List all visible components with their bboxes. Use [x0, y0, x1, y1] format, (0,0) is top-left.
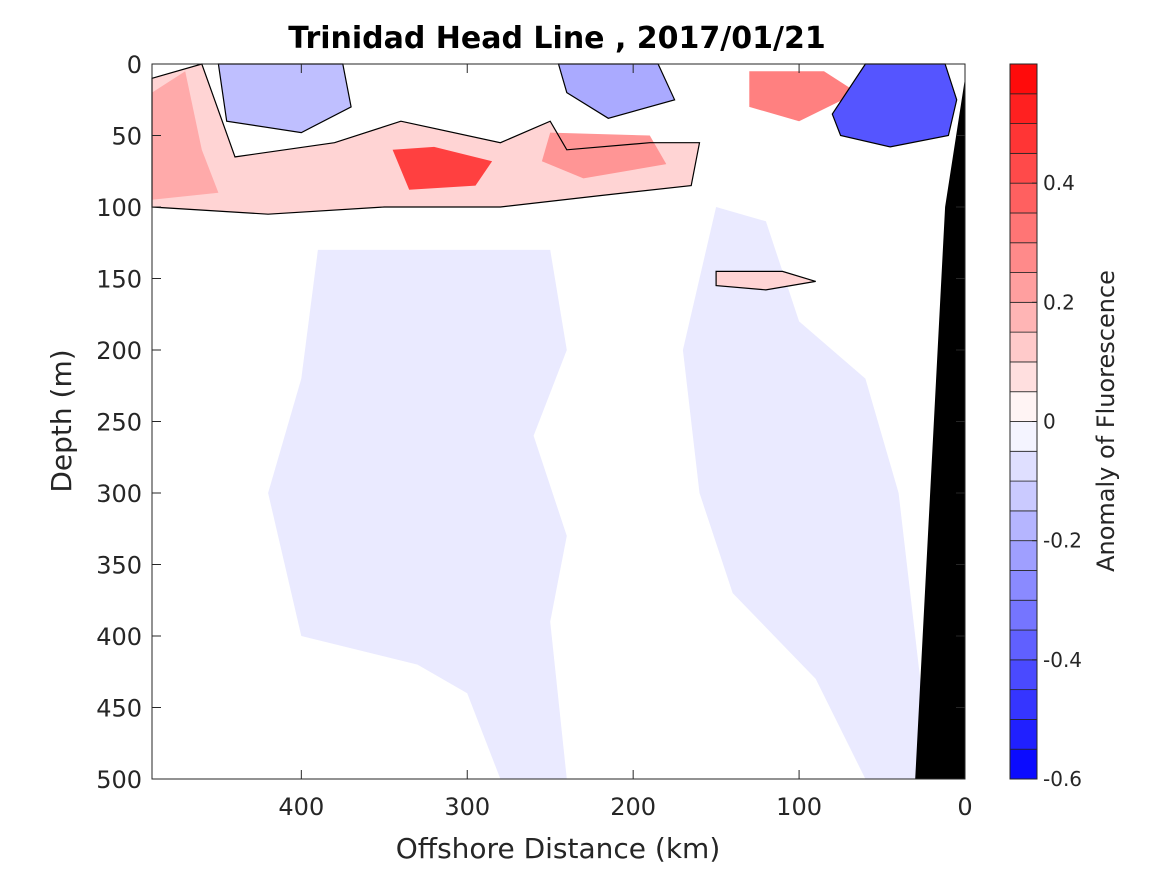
colorbar-band	[1009, 510, 1038, 542]
colorbar-band	[1009, 540, 1038, 571]
colorbar-tick-label: -0.4	[1043, 648, 1082, 672]
colorbar-tick-label: 0	[1043, 410, 1056, 434]
colorbar-band	[1009, 272, 1038, 303]
y-tick-label: 100	[96, 194, 142, 222]
colorbar-tick-label: 0.2	[1043, 290, 1075, 314]
field-surface-negative-mid	[558, 64, 675, 119]
colorbar-band	[1009, 629, 1038, 661]
colorbar-band	[1009, 748, 1038, 780]
colorbar-band	[1009, 301, 1038, 333]
y-tick-label: 350	[96, 552, 142, 580]
x-tick-label: 0	[957, 793, 972, 821]
y-axis-label: Depth (m)	[45, 349, 78, 492]
field-midwater-negative	[268, 249, 567, 779]
x-axis-ticks: 400 300 200 100 0	[278, 64, 973, 821]
colorbar-band	[1009, 450, 1038, 482]
y-tick-label: 50	[111, 123, 142, 151]
colorbar-band	[1009, 212, 1038, 244]
colorbar-band	[1009, 659, 1038, 691]
colorbar-ticks: 0.4 0.2 0 -0.2 -0.4 -0.6	[1032, 171, 1082, 791]
y-axis-ticks: 0 50 100 150 200 250 300 350 400 450 500	[96, 51, 965, 794]
colorbar-band	[1009, 331, 1038, 363]
y-tick-label: 300	[96, 480, 142, 508]
colorbar-tick-label: 0.4	[1043, 171, 1075, 195]
y-tick-label: 500	[96, 766, 142, 794]
zero-contour-subsurface-patch-150	[715, 270, 816, 291]
colorbar-band	[1009, 182, 1038, 214]
colorbar-band	[1009, 719, 1038, 750]
colorbar-band	[1009, 391, 1038, 422]
colorbar-tick-label: -0.6	[1043, 767, 1082, 791]
anomaly-field	[152, 64, 957, 779]
y-tick-label: 150	[96, 266, 142, 294]
colorbar-label: Anomaly of Fluorescence	[1092, 270, 1120, 572]
colorbar-tick-label: -0.2	[1043, 529, 1082, 553]
x-tick-label: 100	[776, 793, 822, 821]
seafloor-bathymetry	[915, 64, 965, 779]
colorbar-band	[1009, 361, 1038, 393]
x-tick-label: 300	[444, 793, 490, 821]
colorbar-band	[1009, 123, 1038, 154]
colorbar-band	[1009, 421, 1038, 452]
colorbar-band	[1009, 93, 1038, 124]
field-deep-chl-max-west	[152, 71, 219, 200]
colorbar: 0.4 0.2 0 -0.2 -0.4 -0.6 Anomaly of Fluoresce…	[1009, 63, 1120, 791]
colorbar-band	[1009, 480, 1038, 512]
plot-area	[151, 63, 966, 780]
colorbar-band	[1009, 152, 1038, 184]
seafloor	[915, 64, 965, 779]
colorbar-band	[1009, 242, 1038, 273]
y-tick-label: 200	[96, 337, 142, 365]
field-surface-negative-offshore	[218, 64, 352, 133]
x-axis-label: Offshore Distance (km)	[396, 832, 721, 865]
colorbar-band	[1009, 570, 1038, 601]
field-surface-negative-nearshore	[832, 64, 957, 147]
x-tick-label: 200	[610, 793, 656, 821]
field-nearshore-positive	[749, 71, 858, 122]
field-midwater-negative-east	[682, 207, 932, 779]
y-tick-label: 400	[96, 623, 142, 651]
colorbar-band	[1009, 689, 1038, 720]
zero-contour-positive-band	[151, 63, 701, 215]
zero-contour-surface-negative-nearshore	[831, 63, 958, 148]
x-tick-label: 400	[278, 793, 324, 821]
colorbar-band	[1009, 63, 1038, 95]
colorbar-band	[1009, 599, 1038, 631]
field-positive-band	[152, 64, 700, 215]
y-tick-label: 0	[127, 51, 142, 79]
y-tick-label: 450	[96, 695, 142, 723]
field-deep-chl-max-core	[392, 146, 493, 190]
y-tick-label: 250	[96, 409, 142, 437]
chart-title: Trinidad Head Line , 2017/01/21	[288, 21, 825, 56]
